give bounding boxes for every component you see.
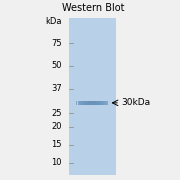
Bar bbox=[76, 101, 77, 105]
Bar bbox=[88, 101, 89, 105]
Bar bbox=[89, 101, 90, 105]
Bar bbox=[98, 101, 99, 105]
Text: 75: 75 bbox=[51, 39, 62, 48]
Bar bbox=[95, 101, 96, 105]
Text: 20: 20 bbox=[51, 122, 62, 131]
Bar bbox=[106, 101, 107, 105]
Text: 50: 50 bbox=[51, 62, 62, 71]
Bar bbox=[85, 101, 86, 105]
Bar bbox=[84, 101, 85, 105]
Text: 30kDa: 30kDa bbox=[122, 98, 151, 107]
Bar bbox=[107, 101, 108, 105]
Bar bbox=[101, 101, 102, 105]
Bar bbox=[82, 101, 83, 105]
Text: 10: 10 bbox=[51, 158, 62, 167]
Text: 37: 37 bbox=[51, 84, 62, 93]
Bar bbox=[92, 101, 93, 105]
Bar bbox=[87, 101, 88, 105]
Bar bbox=[81, 101, 82, 105]
Bar bbox=[102, 101, 103, 105]
Bar bbox=[83, 101, 84, 105]
Bar bbox=[97, 101, 98, 105]
Bar bbox=[100, 101, 101, 105]
Bar bbox=[90, 101, 91, 105]
Bar bbox=[86, 101, 87, 105]
Bar bbox=[96, 101, 97, 105]
Bar bbox=[104, 101, 105, 105]
Text: 25: 25 bbox=[51, 109, 62, 118]
Bar bbox=[79, 101, 80, 105]
Bar bbox=[99, 101, 100, 105]
Bar bbox=[105, 101, 106, 105]
Text: 15: 15 bbox=[51, 140, 62, 149]
Bar bbox=[103, 101, 104, 105]
Bar bbox=[80, 101, 81, 105]
Bar bbox=[94, 101, 95, 105]
Text: kDa: kDa bbox=[45, 17, 62, 26]
Text: Western Blot: Western Blot bbox=[62, 3, 125, 13]
Bar bbox=[91, 101, 92, 105]
Bar bbox=[69, 19, 116, 175]
Bar bbox=[77, 101, 78, 105]
Bar bbox=[93, 101, 94, 105]
